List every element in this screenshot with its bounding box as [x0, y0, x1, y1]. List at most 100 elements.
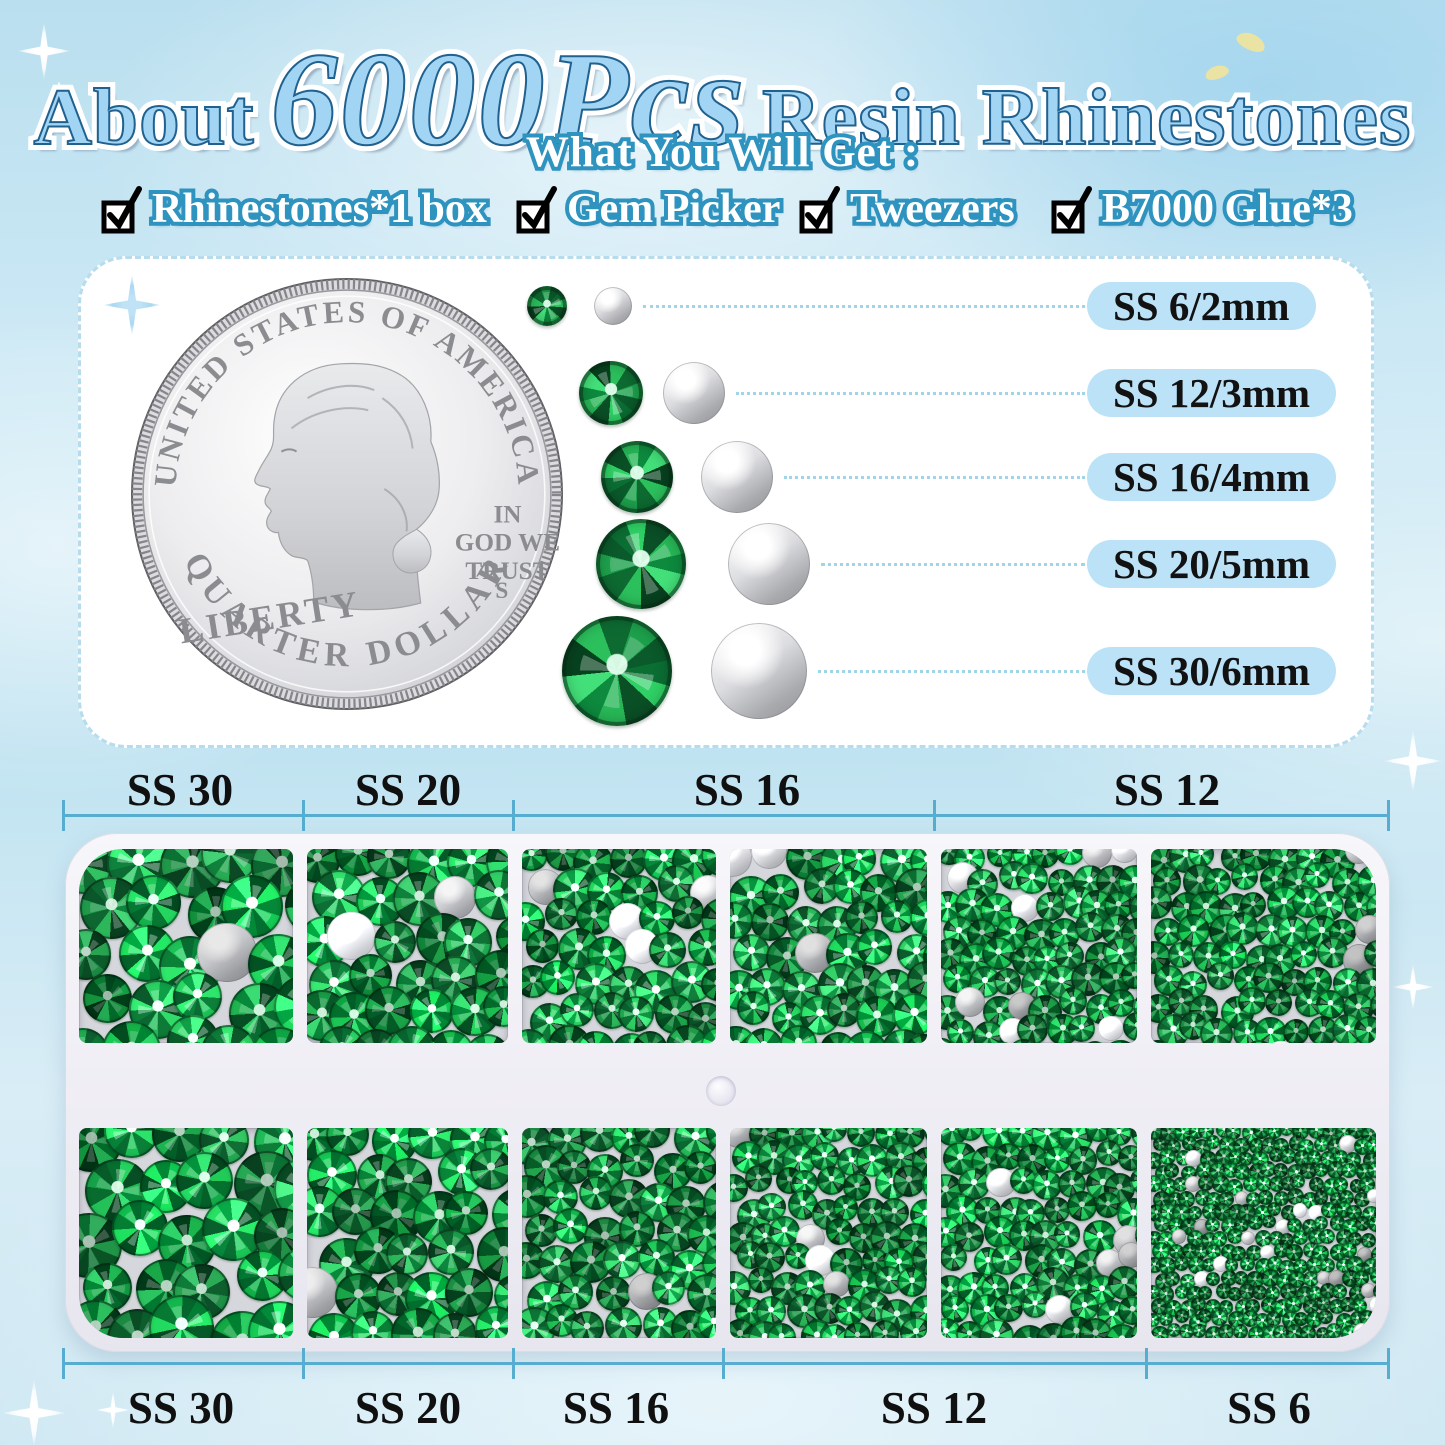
- rhinestone: [1293, 1311, 1308, 1326]
- rhinestone: [1211, 1231, 1228, 1247]
- rhinestone: [1252, 1128, 1270, 1140]
- rhinestone: [1215, 1128, 1233, 1139]
- rhinestone: [651, 1271, 685, 1305]
- rhinestone: [1355, 914, 1376, 944]
- rhinestone: [842, 1172, 871, 1201]
- rhinestone: [1307, 1128, 1326, 1139]
- rhinestone: [1346, 1204, 1362, 1221]
- rhinestone: [1280, 1148, 1296, 1165]
- rhinestone: [603, 1240, 642, 1279]
- rhinestone: [1277, 915, 1309, 947]
- size-chart-panel: UNITED STATES OF AMERICA QUARTER DOLLAR …: [78, 256, 1374, 748]
- rhinestone: [1327, 1269, 1345, 1287]
- rhinestone: [1206, 1135, 1220, 1149]
- rhinestone: [1316, 1295, 1332, 1312]
- rhinestone: [427, 1228, 474, 1276]
- callout-line: [784, 476, 1085, 479]
- rhinestone: [821, 1128, 848, 1142]
- rhinestone: [982, 936, 1016, 970]
- rhinestone: [1367, 849, 1376, 868]
- rhinestone: [1316, 1327, 1331, 1338]
- rhinestone: [817, 1165, 847, 1195]
- rhinestone: [1198, 1309, 1213, 1324]
- rhinestone: [1244, 1039, 1273, 1043]
- washington-bust: [254, 362, 440, 611]
- rhinestone: [1107, 989, 1135, 1017]
- sparkle-icon: [1392, 962, 1434, 1012]
- rhinestone: [649, 931, 686, 969]
- include-item-tweezers: Tweezers: [798, 181, 1015, 237]
- rhinestone: [1282, 1018, 1310, 1043]
- rhinestone: [1286, 1217, 1302, 1233]
- rhinestone: [1262, 1214, 1276, 1229]
- rhinestone: [827, 993, 861, 1027]
- rhinestone: [1332, 1284, 1347, 1299]
- rhinestone: [1224, 1128, 1241, 1140]
- rhinestone: [1151, 1231, 1162, 1246]
- rhinestone: [1367, 1215, 1376, 1233]
- ruler-tick: [1145, 1348, 1148, 1379]
- rhinestone: [1369, 1326, 1376, 1338]
- size-mark-bottom-ss30: SS 30: [127, 1383, 235, 1433]
- rhinestone: [482, 985, 508, 1028]
- rhinestone: [701, 967, 716, 1001]
- rhinestone: [1374, 1149, 1376, 1164]
- subtitle: What You Will Get :: [526, 128, 920, 177]
- size-label-ss12: SS 12/3mm: [1087, 369, 1337, 417]
- rhinestone: [1178, 1324, 1194, 1338]
- rhinestone: [909, 1198, 927, 1231]
- rhinestone: [1368, 1295, 1376, 1315]
- rhinestone: [1188, 849, 1215, 867]
- callout-line: [818, 670, 1085, 673]
- rhinestone: [751, 849, 787, 869]
- rhinestone: [1320, 1258, 1336, 1274]
- rhinestone: [871, 1319, 900, 1338]
- rhinestone: [1238, 987, 1266, 1015]
- rhinestone: [856, 929, 893, 965]
- tray-cell-bottom-ss12: [941, 1128, 1137, 1338]
- rhinestone-ss16: [601, 441, 673, 513]
- size-mark-top-ss30: SS 30: [126, 765, 234, 815]
- rhinestone: [696, 1305, 716, 1338]
- rhinestone: [577, 1030, 615, 1043]
- rhinestone: [747, 1266, 774, 1293]
- rhinestone: [1248, 1138, 1265, 1154]
- rhinestone: [1167, 941, 1195, 969]
- rhinestone: [941, 1037, 956, 1043]
- rhinestone: [810, 1141, 840, 1172]
- rhinestone: [1314, 1137, 1329, 1153]
- ruler-tick: [1387, 1348, 1390, 1379]
- rhinestone: [1168, 1244, 1184, 1259]
- rhinestone: [657, 865, 696, 903]
- rhinestone: [911, 1242, 927, 1275]
- rhinestone: [522, 1306, 556, 1338]
- rhinestone: [1054, 1221, 1081, 1248]
- rhinestone: [1245, 1192, 1261, 1208]
- rhinestone: [1309, 1176, 1325, 1192]
- rhinestone: [744, 1027, 784, 1043]
- tray-cell-top-ss30: [79, 849, 293, 1043]
- rhinestone: [476, 1227, 508, 1282]
- rhinestone: [1238, 1283, 1256, 1300]
- rhinestone: [1167, 1322, 1182, 1338]
- rhinestone: [823, 1270, 850, 1298]
- tray-cell-top-ss16: [522, 849, 716, 1043]
- rhinestone: [906, 961, 927, 1001]
- ruler-tick: [512, 1348, 515, 1379]
- rhinestone: [1215, 1282, 1232, 1299]
- rhinestone: [201, 1024, 257, 1043]
- rhinestone: [1154, 1216, 1171, 1233]
- size-mark-top-ss12: SS 12: [1113, 765, 1221, 815]
- rhinestone-tray: [65, 833, 1390, 1352]
- rhinestone: [1206, 962, 1235, 990]
- rhinestone: [1129, 1167, 1137, 1195]
- rhinestone: [1071, 962, 1106, 997]
- rhinestone: [1306, 1150, 1322, 1165]
- rhinestone: [1203, 867, 1232, 896]
- size-mark-bottom-ss20: SS 20: [354, 1383, 462, 1433]
- rhinestone: [754, 1242, 786, 1274]
- rhinestone: [1292, 1203, 1308, 1218]
- rhinestone: [1151, 1284, 1161, 1299]
- rhinestone: [1267, 1202, 1281, 1217]
- rhinestone: [437, 1148, 485, 1196]
